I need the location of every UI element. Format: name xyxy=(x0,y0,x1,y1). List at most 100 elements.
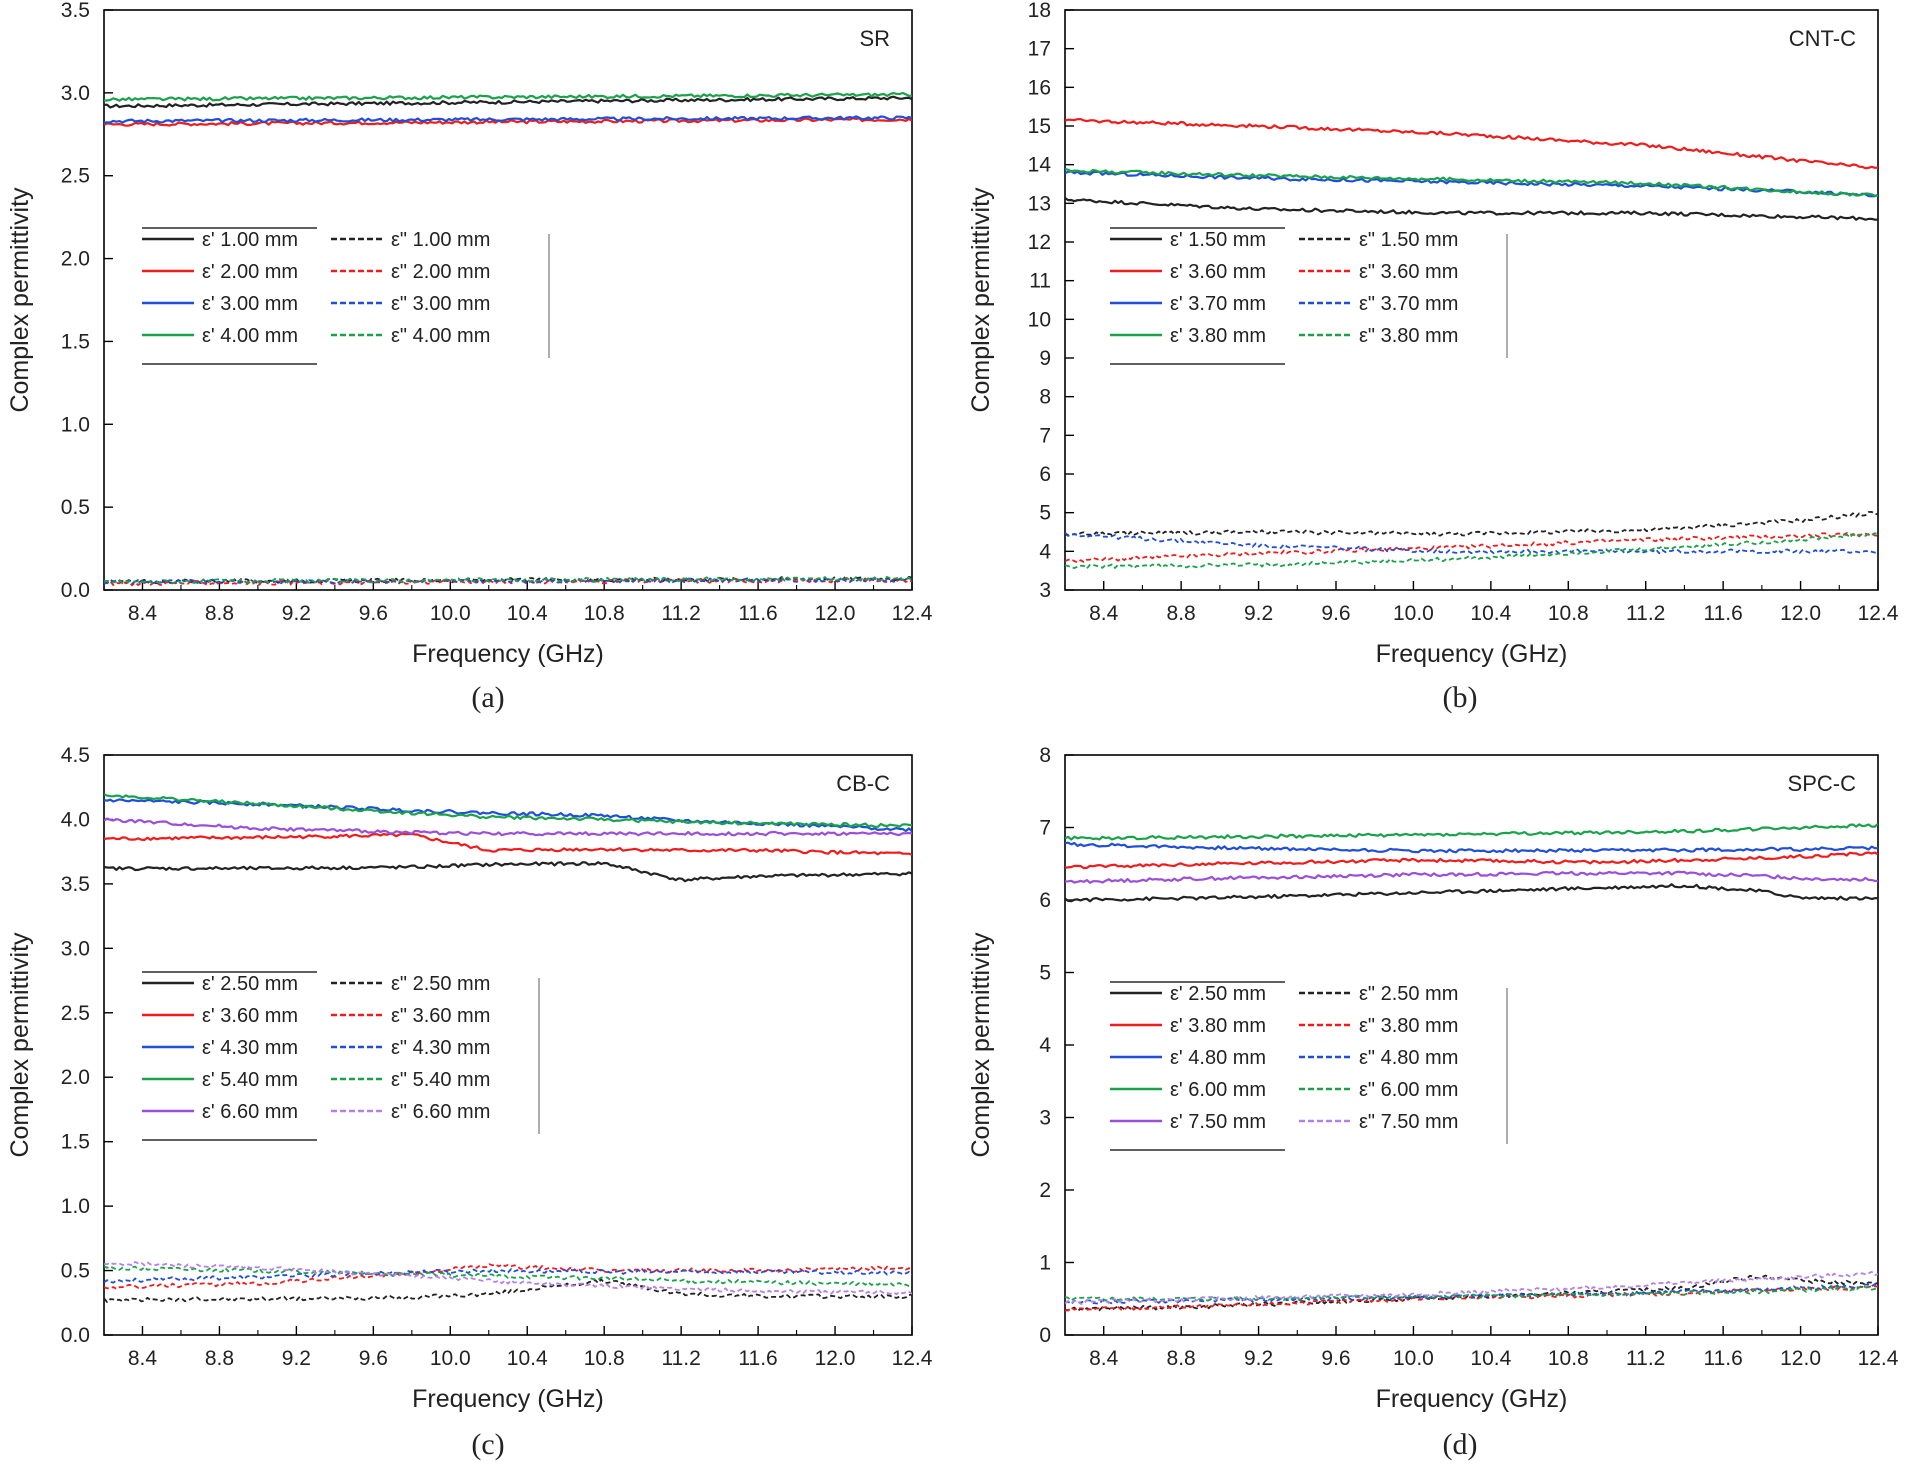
x-tick-label: 10.4 xyxy=(1470,1347,1511,1370)
x-tick-label: 10.0 xyxy=(1393,602,1434,625)
y-tick-label: 0.5 xyxy=(61,496,90,519)
data-series-line xyxy=(1065,170,1878,198)
x-tick-label: 12.0 xyxy=(1780,1347,1821,1370)
data-series-line xyxy=(1065,531,1878,555)
legend-entry: ε' 3.60 mm xyxy=(202,1005,298,1027)
y-tick-label: 5 xyxy=(1039,962,1051,985)
legend-entry: ε" 4.30 mm xyxy=(391,1037,490,1059)
y-tick-label: 0 xyxy=(1039,1324,1051,1347)
y-tick-label: 8 xyxy=(1039,386,1051,409)
chart-panel-b: 8.4 8.8 9.2 9.6 10.0 10.4 10.8 11.2 11.6 12.0 12.4… xyxy=(967,0,1899,714)
y-tick-label: 9 xyxy=(1039,347,1051,370)
chart-title: CB-C xyxy=(836,771,890,796)
legend-entry: ε' 1.00 mm xyxy=(202,229,298,251)
y-tick-label: 2 xyxy=(1039,1179,1051,1202)
chart-title: SR xyxy=(859,26,890,51)
data-series-line xyxy=(1065,1285,1878,1312)
data-series-line xyxy=(1065,1283,1878,1305)
legend-entry: ε" 1.50 mm xyxy=(1359,229,1458,251)
y-tick-label: 6 xyxy=(1039,463,1051,486)
legend-entry: ε' 2.50 mm xyxy=(1170,983,1266,1005)
data-series-line xyxy=(104,817,912,837)
y-tick-label: 0.5 xyxy=(61,1260,90,1283)
legend-entry: ε' 2.00 mm xyxy=(202,261,298,283)
y-tick-label: 18 xyxy=(1028,0,1051,22)
y-tick-label: 3.0 xyxy=(61,82,90,105)
x-tick-label: 8.4 xyxy=(1089,1347,1119,1370)
x-tick-label: 11.6 xyxy=(738,1347,777,1370)
data-series-line xyxy=(1065,167,1878,197)
data-series-line xyxy=(1065,822,1878,841)
y-tick-label: 2.0 xyxy=(61,1066,90,1089)
data-series-line xyxy=(104,115,912,124)
x-tick-label: 9.2 xyxy=(1244,1347,1273,1370)
y-tick-label: 2.5 xyxy=(61,165,90,188)
y-tick-label: 16 xyxy=(1028,76,1051,99)
x-tick-label: 8.4 xyxy=(128,1347,158,1370)
chart-title: SPC-C xyxy=(1788,771,1857,796)
x-tick-label: 12.4 xyxy=(892,1347,933,1370)
y-tick-label: 14 xyxy=(1028,154,1052,177)
data-series-line xyxy=(104,91,912,102)
x-tick-label: 11.2 xyxy=(1626,602,1665,625)
y-tick-label: 1.0 xyxy=(61,1195,90,1218)
x-tick-label: 10.0 xyxy=(430,602,471,625)
y-tick-label: 1.0 xyxy=(61,413,90,436)
legend-entry: ε" 4.00 mm xyxy=(391,325,490,347)
legend-entry: ε" 3.60 mm xyxy=(391,1005,490,1027)
data-series-line xyxy=(104,1265,912,1287)
data-series-line xyxy=(1065,197,1878,221)
x-tick-label: 12.4 xyxy=(1858,1347,1899,1370)
x-tick-label: 11.2 xyxy=(661,602,700,625)
x-tick-label: 10.8 xyxy=(584,602,625,625)
legend-entry: ε' 2.50 mm xyxy=(202,973,298,995)
plot-frame xyxy=(103,754,913,1336)
x-tick-label: 9.2 xyxy=(282,602,311,625)
data-series-line xyxy=(1065,532,1878,570)
x-tick-label: 8.8 xyxy=(1167,1347,1196,1370)
data-series-line xyxy=(1065,851,1878,870)
legend-entry: ε' 3.70 mm xyxy=(1170,293,1266,315)
panel-caption: (c) xyxy=(471,1428,504,1461)
legend-entry: ε' 4.80 mm xyxy=(1170,1047,1266,1069)
x-tick-label: 12.0 xyxy=(815,602,856,625)
data-series-line xyxy=(1065,883,1878,903)
plot-frame xyxy=(1064,754,1879,1336)
y-tick-label: 3.0 xyxy=(61,937,90,960)
y-tick-label: 8 xyxy=(1039,744,1051,767)
y-tick-label: 4 xyxy=(1039,540,1051,563)
y-tick-label: 2.5 xyxy=(61,1002,90,1025)
data-series-line xyxy=(1065,510,1878,537)
series-group xyxy=(104,91,912,587)
legend: ε' 2.50 mm ε' 3.80 mm ε' 4.80 mm ε' 6.00 mm… xyxy=(1110,981,1508,1151)
x-axis-label: Frequency (GHz) xyxy=(1376,640,1568,668)
legend-entry: ε' 7.50 mm xyxy=(1170,1111,1266,1133)
x-tick-label: 12.0 xyxy=(1780,602,1821,625)
x-tick-label: 9.2 xyxy=(282,1347,311,1370)
legend-entry: ε' 5.40 mm xyxy=(202,1069,298,1091)
legend-entry: ε" 3.60 mm xyxy=(1359,261,1458,283)
legend: ε' 2.50 mm ε' 3.60 mm ε' 4.30 mm ε' 5.40 mm… xyxy=(142,971,540,1141)
y-tick-label: 0.0 xyxy=(61,1324,90,1347)
x-tick-label: 11.6 xyxy=(1703,602,1742,625)
data-series-line xyxy=(104,577,912,585)
x-tick-label: 9.6 xyxy=(359,1347,388,1370)
x-tick-label: 10.0 xyxy=(1393,1347,1434,1370)
data-series-line xyxy=(104,116,912,127)
legend-entry: ε" 7.50 mm xyxy=(1359,1111,1458,1133)
data-series-line xyxy=(104,1263,912,1290)
y-tick-label: 1.5 xyxy=(61,330,90,353)
y-tick-label: 3 xyxy=(1039,1107,1051,1130)
panel-caption: (b) xyxy=(1443,681,1478,714)
x-tick-label: 10.0 xyxy=(430,1347,471,1370)
data-series-line xyxy=(1065,1270,1878,1305)
y-tick-label: 7 xyxy=(1039,424,1051,447)
chart-title: CNT-C xyxy=(1789,26,1856,51)
data-series-line xyxy=(104,1267,912,1284)
chart-panel-a: 8.4 8.8 9.2 9.6 10.0 10.4 10.8 11.2 11.6 12.0 12.4… xyxy=(6,0,933,714)
y-tick-label: 3 xyxy=(1039,579,1051,602)
y-tick-label: 4.0 xyxy=(61,808,90,831)
data-series-line xyxy=(1065,870,1878,884)
y-tick-label: 5 xyxy=(1039,502,1051,525)
